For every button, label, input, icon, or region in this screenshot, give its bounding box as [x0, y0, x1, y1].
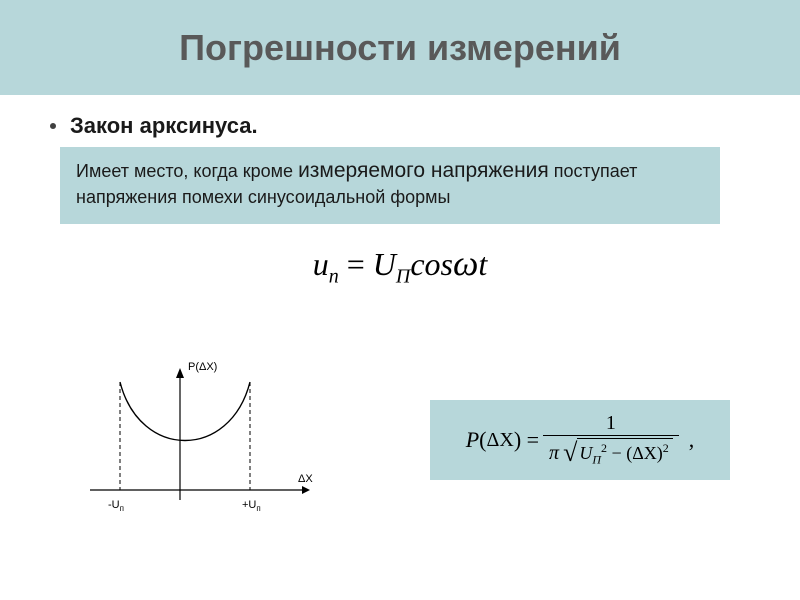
pdf-dx-exp: 2 [663, 441, 669, 455]
title-bar: Погрешности измерений [0, 0, 800, 95]
pdf-minus: − [607, 443, 626, 463]
bullet-row: Закон арксинуса. [50, 113, 800, 139]
pdf-fraction: 1 π √ UП2 − (ΔX)2 [543, 412, 679, 468]
formula-eq: = [339, 246, 373, 282]
formula-omega: ω [453, 243, 478, 283]
pdf-den: π √ UП2 − (ΔX)2 [543, 435, 679, 468]
y-axis-label: P(ΔX) [188, 361, 217, 373]
desc-big: измеряемого напряжения [298, 159, 549, 182]
formula-t: t [478, 246, 487, 282]
bullet-icon [50, 123, 56, 129]
pdf-sqrt: √ UП2 − (ΔX)2 [563, 438, 673, 468]
formula-cos: cos [410, 246, 453, 282]
desc-part1: Имеет место, когда кроме [76, 161, 298, 181]
pdf-U: U [579, 443, 592, 463]
description-box: Имеет место, когда кроме измеряемого нап… [60, 147, 720, 224]
bullet-text: Закон арксинуса. [70, 113, 258, 139]
x-neg-label: -Uп [108, 499, 124, 513]
formula-lhs-var: u [313, 246, 329, 282]
chart-svg: P(ΔX) ΔX -Uп +Uп [70, 350, 330, 530]
x-pos-label: +Uп [242, 499, 261, 513]
pdf-U-sub: П [592, 453, 601, 467]
page-title: Погрешности измерений [179, 27, 621, 69]
pdf-radicand: UП2 − (ΔX)2 [577, 438, 672, 468]
pdf-comma: , [689, 427, 695, 453]
main-formula: un = UПcosωt [0, 242, 800, 288]
pdf-P: P [466, 427, 479, 453]
x-axis-arrow-icon [302, 486, 310, 494]
formula-U: U [373, 246, 396, 282]
formula-U-sub: П [396, 265, 410, 287]
pdf-formula-box: P(ΔX) = 1 π √ UП2 − (ΔX)2 , [430, 400, 730, 480]
pdf-pi: π [549, 442, 559, 464]
formula-lhs-sub: n [329, 265, 339, 287]
x-axis-label: ΔX [298, 473, 313, 485]
pdf-dx: ΔX [632, 443, 657, 463]
arcsine-chart: P(ΔX) ΔX -Uп +Uп [70, 350, 330, 550]
pdf-num: 1 [543, 412, 679, 435]
pdf-arg: ΔX [487, 429, 514, 452]
sqrt-icon: √ [563, 440, 577, 470]
y-axis-arrow-icon [176, 368, 184, 378]
arcsine-curve [120, 382, 250, 441]
